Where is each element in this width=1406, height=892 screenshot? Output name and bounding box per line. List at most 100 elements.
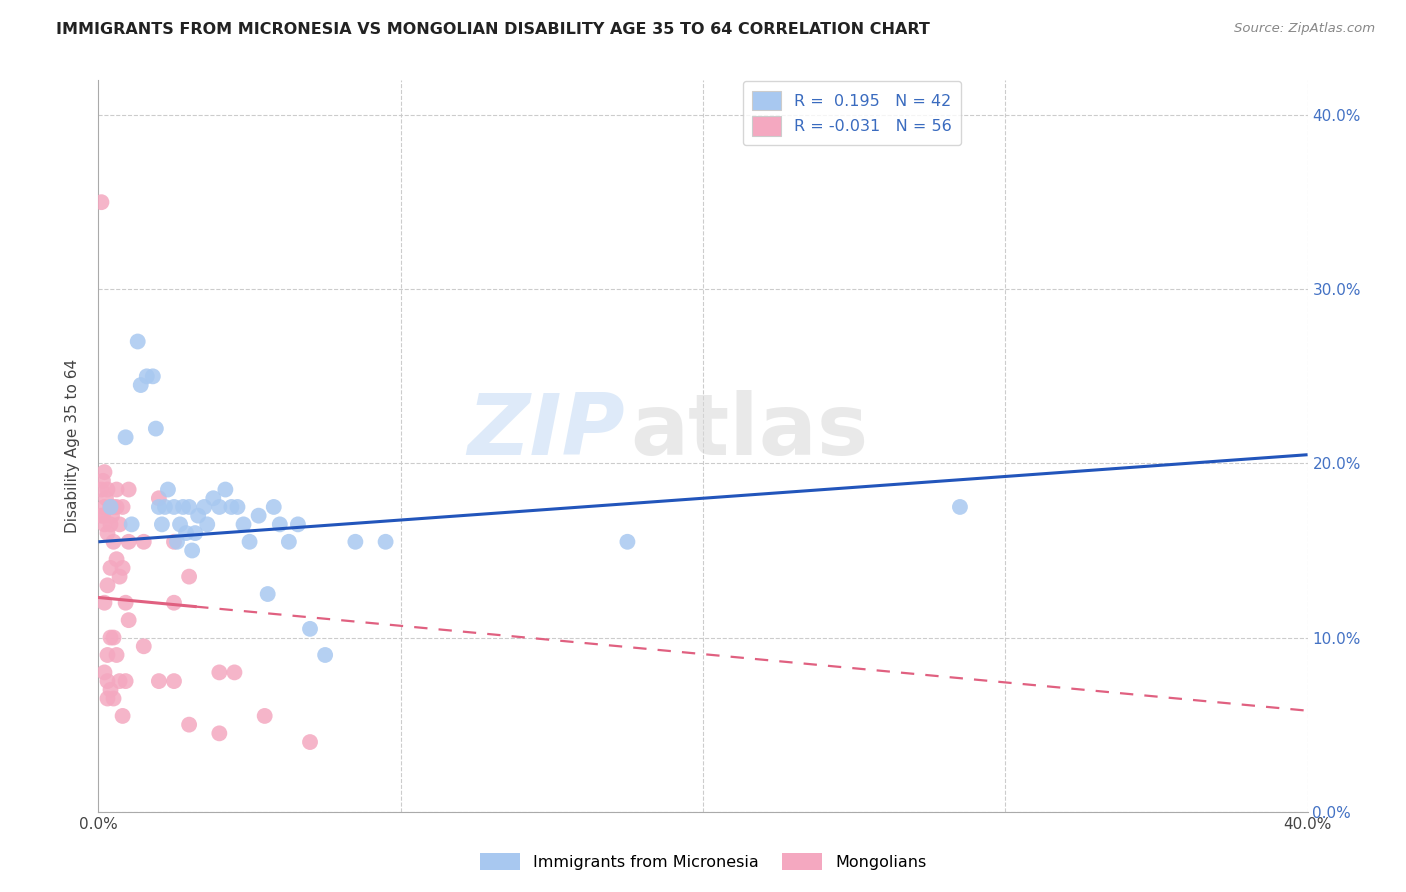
Point [247,508,270,523]
Point [148,674,170,689]
Point [93,517,115,532]
Point [93,596,115,610]
Point [111,709,134,723]
Point [616,534,638,549]
Point [111,561,134,575]
Point [114,674,136,689]
Legend: R =  0.195   N = 42, R = -0.031   N = 56: R = 0.195 N = 42, R = -0.031 N = 56 [742,81,962,145]
Point [174,526,197,541]
Point [193,500,215,514]
Point [135,369,157,384]
Point [93,500,115,514]
Point [148,491,170,506]
Point [169,517,191,532]
Point [184,526,207,541]
Point [103,534,125,549]
Point [103,691,125,706]
Point [153,500,176,514]
Point [208,726,231,740]
Point [187,508,209,523]
Point [232,517,254,532]
Point [202,491,225,506]
Point [118,613,141,627]
Point [100,631,122,645]
Legend: Immigrants from Micronesia, Mongolians: Immigrants from Micronesia, Mongolians [474,847,932,877]
Point [208,500,231,514]
Point [256,587,278,601]
Point [172,500,194,514]
Point [96,578,118,592]
Text: ZIP: ZIP [467,390,624,473]
Point [949,500,972,514]
Point [93,665,115,680]
Point [100,500,122,514]
Point [299,622,322,636]
Point [103,500,125,514]
Point [374,534,396,549]
Point [148,500,170,514]
Point [179,717,201,731]
Point [344,534,367,549]
Point [287,517,309,532]
Point [90,483,112,497]
Text: IMMIGRANTS FROM MICRONESIA VS MONGOLIAN DISABILITY AGE 35 TO 64 CORRELATION CHAR: IMMIGRANTS FROM MICRONESIA VS MONGOLIAN … [56,22,931,37]
Point [226,500,249,514]
Point [253,709,276,723]
Point [132,640,155,654]
Point [127,334,149,349]
Point [91,474,114,488]
Point [94,491,117,506]
Point [142,369,165,384]
Point [101,508,124,523]
Point [114,596,136,610]
Point [163,500,186,514]
Point [179,500,201,514]
Point [214,483,236,497]
Point [108,517,131,532]
Point [145,421,167,435]
Point [90,195,112,210]
Point [195,517,218,532]
Point [163,596,186,610]
Point [93,465,115,479]
Point [179,569,201,583]
Point [105,648,128,662]
Point [224,665,246,680]
Point [163,534,186,549]
Point [129,378,152,392]
Point [96,674,118,689]
Point [121,517,143,532]
Point [96,691,118,706]
Point [163,674,186,689]
Point [96,483,118,497]
Point [114,430,136,444]
Point [91,508,114,523]
Point [103,631,125,645]
Point [118,483,141,497]
Point [277,534,299,549]
Point [96,526,118,541]
Point [269,517,291,532]
Y-axis label: Disability Age 35 to 64: Disability Age 35 to 64 [65,359,80,533]
Point [221,500,243,514]
Point [166,534,188,549]
Point [150,517,173,532]
Point [208,665,231,680]
Point [111,500,134,514]
Point [100,517,122,532]
Point [239,534,262,549]
Point [263,500,285,514]
Point [118,534,141,549]
Point [100,682,122,697]
Point [314,648,336,662]
Text: Source: ZipAtlas.com: Source: ZipAtlas.com [1234,22,1375,36]
Point [105,500,128,514]
Point [105,483,128,497]
Point [105,552,128,566]
Point [100,561,122,575]
Point [108,674,131,689]
Text: atlas: atlas [630,390,869,473]
Point [100,500,122,514]
Point [108,569,131,583]
Point [156,483,179,497]
